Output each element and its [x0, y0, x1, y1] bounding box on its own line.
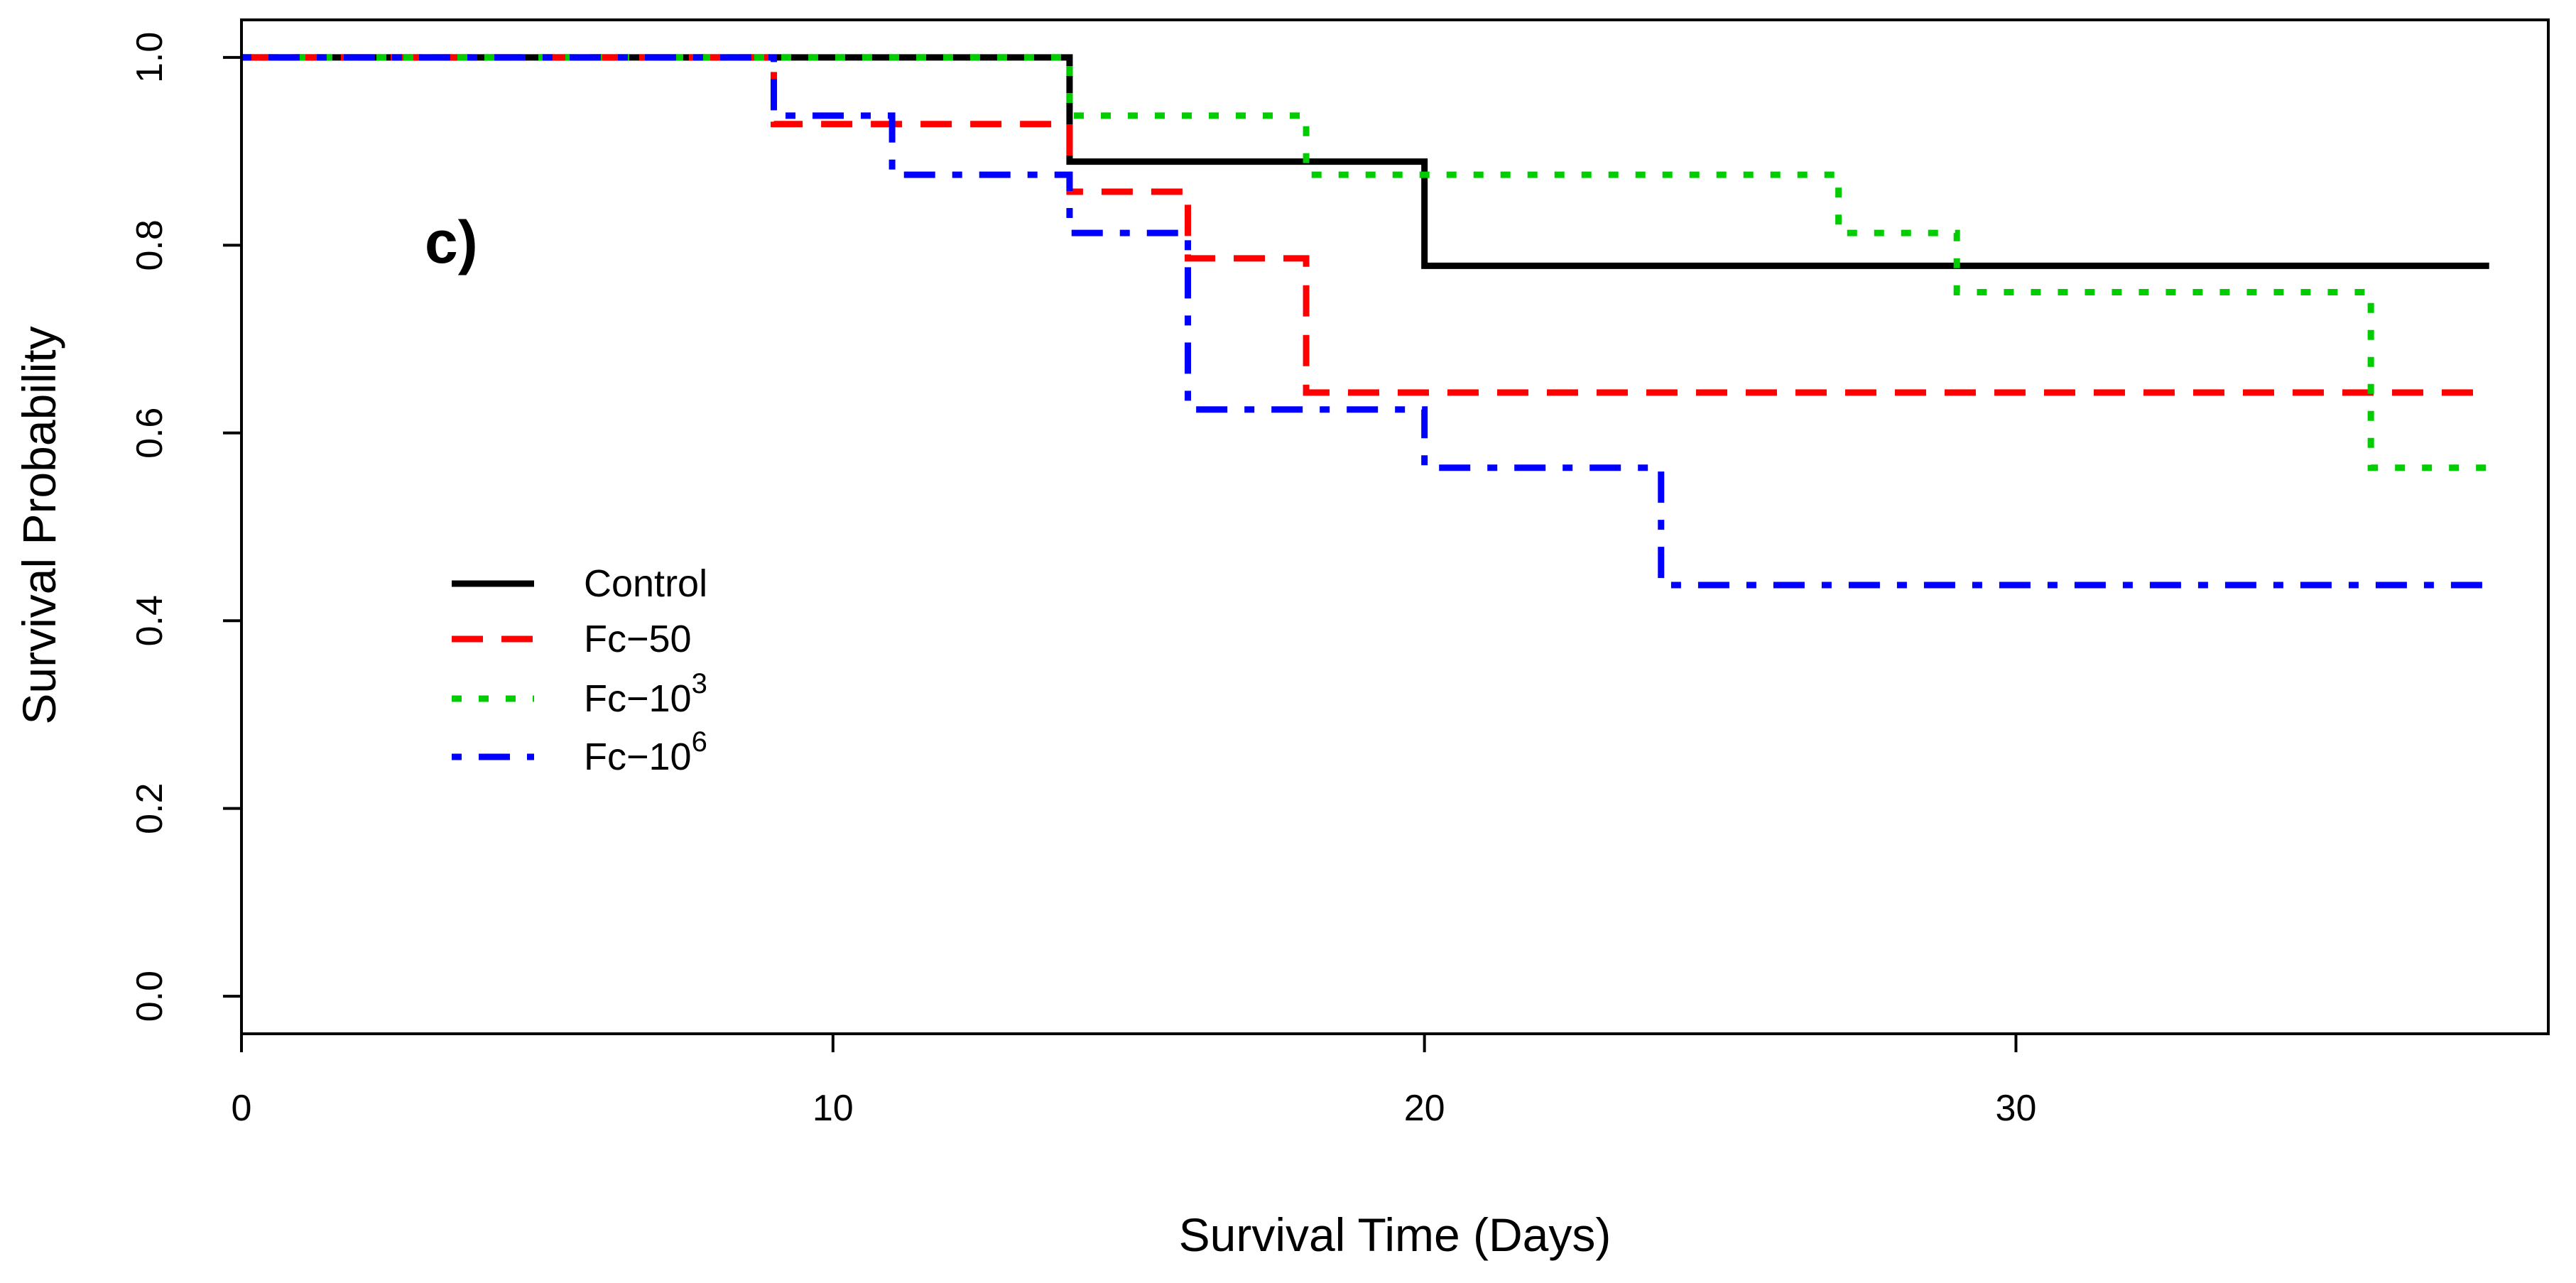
legend-superscript-3: 6	[692, 726, 707, 758]
series-line-0	[241, 54, 2489, 269]
legend-label-1: Fc−50	[584, 618, 692, 660]
x-tick-label-3: 30	[1996, 1088, 2037, 1129]
x-tick-label-1: 10	[813, 1088, 854, 1129]
panel-label: c)	[425, 209, 478, 275]
y-tick-label-1: 0.2	[129, 783, 170, 834]
y-tick-label-5: 1.0	[129, 32, 170, 83]
x-axis: 0 10 20 30	[232, 1032, 2037, 1129]
y-axis: 0.0 0.2 0.4 0.6 0.8 1.0	[129, 32, 243, 1022]
legend-superscript-2: 3	[692, 668, 707, 699]
legend: Control Fc−50 Fc−103 Fc−106	[452, 562, 707, 778]
y-axis-label: Survival Probability	[13, 326, 65, 724]
y-tick-label-4: 0.8	[129, 219, 170, 271]
y-tick-label-2: 0.4	[129, 595, 170, 646]
legend-label-0: Control	[584, 562, 707, 605]
y-tick-label-3: 0.6	[129, 408, 170, 459]
legend-label-3: Fc−106	[584, 726, 707, 778]
legend-label-2: Fc−103	[584, 668, 707, 720]
x-tick-label-0: 0	[232, 1088, 252, 1129]
series-layer	[241, 54, 2489, 589]
x-axis-label: Survival Time (Days)	[1179, 1208, 1612, 1261]
y-tick-label-0: 0.0	[129, 971, 170, 1022]
series-line-3	[241, 54, 2489, 589]
x-tick-label-2: 20	[1404, 1088, 1445, 1129]
